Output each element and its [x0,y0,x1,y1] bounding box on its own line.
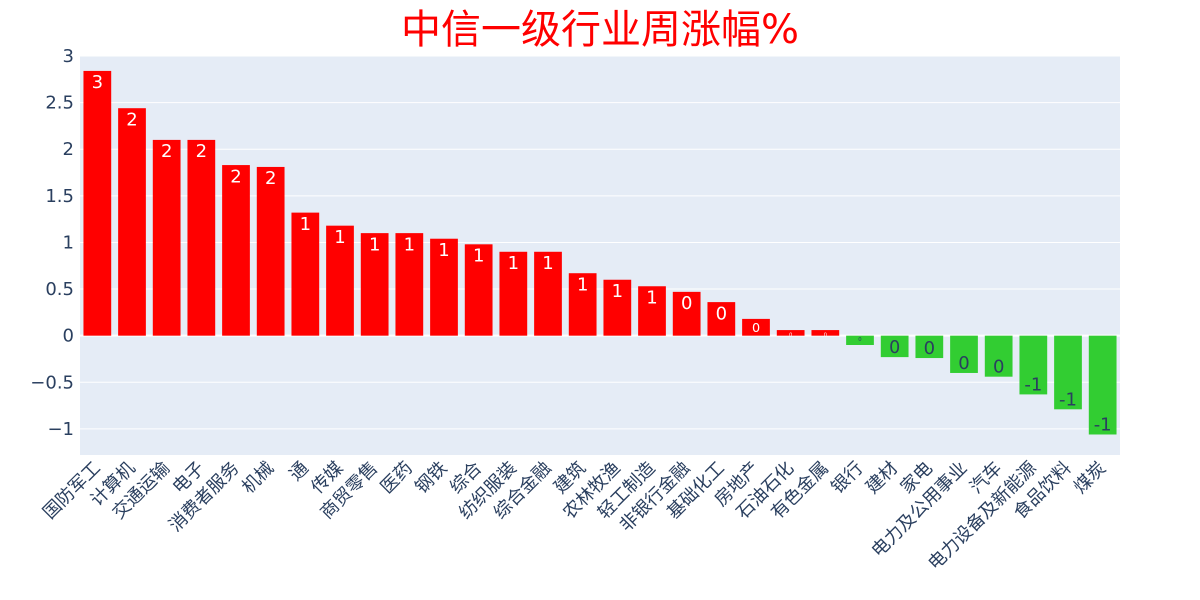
bar [915,335,944,359]
bar [1088,335,1117,435]
bar [118,108,146,336]
bar [430,238,458,336]
bar-data-label: 0 [681,293,692,314]
bar [395,233,424,336]
bar [499,251,528,336]
bar [83,70,112,336]
bar-data-label: 1 [473,246,484,267]
y-tick-label: 3 [63,46,74,67]
bar [187,139,216,336]
y-tick-label: 2 [63,139,74,160]
bar-data-label: -1 [1094,414,1112,435]
bar [464,244,493,336]
bar [534,251,562,336]
y-tick-label: 0.5 [45,279,74,300]
bar-data-label: 1 [646,288,657,309]
bar [1019,335,1048,395]
x-tick-label: 煤炭 [1070,458,1110,498]
bar-data-label: 2 [126,110,137,131]
y-tick-label: −1 [47,419,74,440]
bar-data-label: 3 [92,72,103,93]
bar [568,273,597,336]
bar-data-label: 1 [334,227,345,248]
bar-data-label: 0 [889,338,900,358]
y-tick-label: −0.5 [30,372,74,393]
bar [880,335,909,358]
x-tick-label: 银行 [827,458,867,498]
bar-data-label: -1 [1024,374,1042,395]
bar [603,279,632,336]
bar-data-label: 0 [716,303,727,324]
bar-data-label: 0 [824,332,827,338]
bar [776,330,805,336]
y-tick-label: 1.5 [45,186,74,207]
y-tick-label: 2.5 [45,93,74,114]
bar-data-label: 2 [196,141,207,162]
bar-data-label: 0 [789,332,792,338]
bar-data-label: 1 [612,281,623,302]
chart-title: 中信一级行业周涨幅% [400,7,799,53]
x-tick-label: 建材 [862,458,902,498]
bar [742,318,770,336]
bar [984,335,1013,377]
bar-data-label: 0 [924,338,935,359]
bar [846,335,874,345]
bar [222,165,250,336]
bar-data-label: 1 [508,253,519,274]
y-tick-label: 0 [63,326,74,347]
bar [707,302,736,336]
bar-data-label: 1 [404,234,415,255]
bar-data-label: 0 [958,353,969,374]
bar [811,330,840,336]
bar-data-label: 2 [161,141,172,162]
bar-data-label: 1 [369,234,380,255]
bar [672,291,701,336]
bar-data-label: 0 [752,321,760,336]
bar-data-label: 2 [230,166,241,187]
y-tick-label: 1 [63,232,74,253]
x-tick-label: 钢铁 [411,458,451,498]
bar-data-label: 1 [300,214,311,235]
x-tick-label: 医药 [377,458,417,498]
x-tick-label: 机械 [238,458,278,498]
bar-data-label: -1 [1059,389,1077,410]
bar [1054,335,1082,410]
bar-data-label: 1 [577,275,588,296]
plot-background [80,56,1120,455]
bar-data-label: 2 [265,168,276,189]
bar [256,166,285,336]
bar-data-label: 0 [993,357,1004,378]
bar-data-label: 0 [858,337,862,343]
bar [360,233,389,336]
bar [638,286,666,336]
bar-data-label: 1 [542,253,553,274]
bar [152,139,181,336]
bar-data-label: 1 [438,240,449,261]
bar [291,212,320,336]
bar [950,335,978,373]
bar [326,225,354,336]
